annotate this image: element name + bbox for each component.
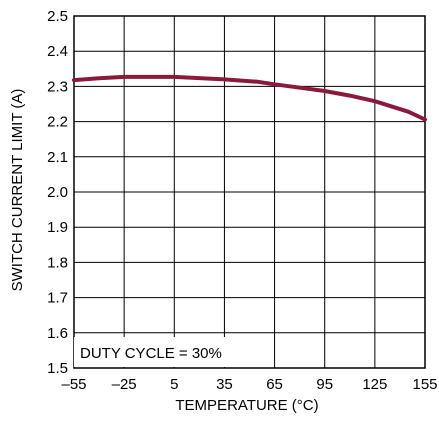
- x-tick-label: –55: [61, 376, 86, 393]
- x-tick-label: 35: [216, 376, 233, 393]
- y-tick-label: 2.0: [47, 184, 68, 201]
- y-tick-label: 2.4: [47, 43, 68, 60]
- y-tick-label: 1.7: [47, 290, 68, 307]
- y-axis-label: SWITCH CURRENT LIMIT (A): [9, 89, 26, 292]
- series-line: [72, 74, 427, 122]
- y-tick-label: 1.9: [47, 219, 68, 236]
- y-tick-label: 2.2: [47, 114, 68, 131]
- x-tick-label: 65: [266, 376, 283, 393]
- x-tick-label: 5: [170, 376, 178, 393]
- x-tick-label: 155: [412, 376, 437, 393]
- annotation-background: [74, 337, 239, 367]
- y-tick-label: 1.5: [47, 360, 68, 377]
- grid: [74, 16, 425, 368]
- x-tick-labels: –55 –25 5 35 65 95 125 155: [61, 376, 437, 393]
- y-tick-label: 1.8: [47, 254, 68, 271]
- y-tick-label: 2.3: [47, 78, 68, 95]
- y-tick-label: 2.1: [47, 149, 68, 166]
- y-tick-labels: 1.5 1.6 1.7 1.8 1.9 2.0 2.1 2.2 2.3 2.4 2.5: [47, 8, 68, 377]
- x-axis-label: TEMPERATURE (°C): [175, 397, 318, 414]
- x-tick-label: –25: [112, 376, 137, 393]
- y-tick-label: 2.5: [47, 8, 68, 25]
- x-tick-label: 95: [316, 376, 333, 393]
- annotation-duty-cycle: DUTY CYCLE = 30%: [80, 345, 222, 362]
- x-tick-label: 125: [362, 376, 387, 393]
- y-tick-label: 1.6: [47, 325, 68, 342]
- plot-area-border: [73, 15, 426, 369]
